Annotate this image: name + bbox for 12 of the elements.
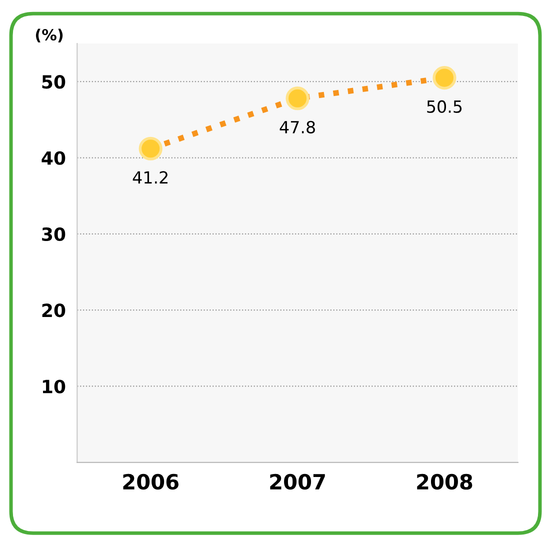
x-tick-label: 2006 bbox=[123, 474, 178, 490]
x-tick-label: 2007 bbox=[270, 474, 325, 490]
y-axis-title: (%) bbox=[36, 28, 63, 42]
y-tick-label: 30 bbox=[42, 227, 66, 242]
data-label: 50.5 bbox=[427, 100, 462, 113]
y-tick-label: 20 bbox=[42, 304, 66, 318]
y-tick-label: 50 bbox=[42, 75, 66, 89]
data-label: 41.2 bbox=[132, 171, 168, 184]
x-tick-label: 2008 bbox=[417, 474, 472, 490]
data-label: 47.8 bbox=[280, 120, 315, 134]
y-tick-label: 10 bbox=[42, 380, 66, 394]
y-tick-label: 40 bbox=[42, 151, 66, 165]
